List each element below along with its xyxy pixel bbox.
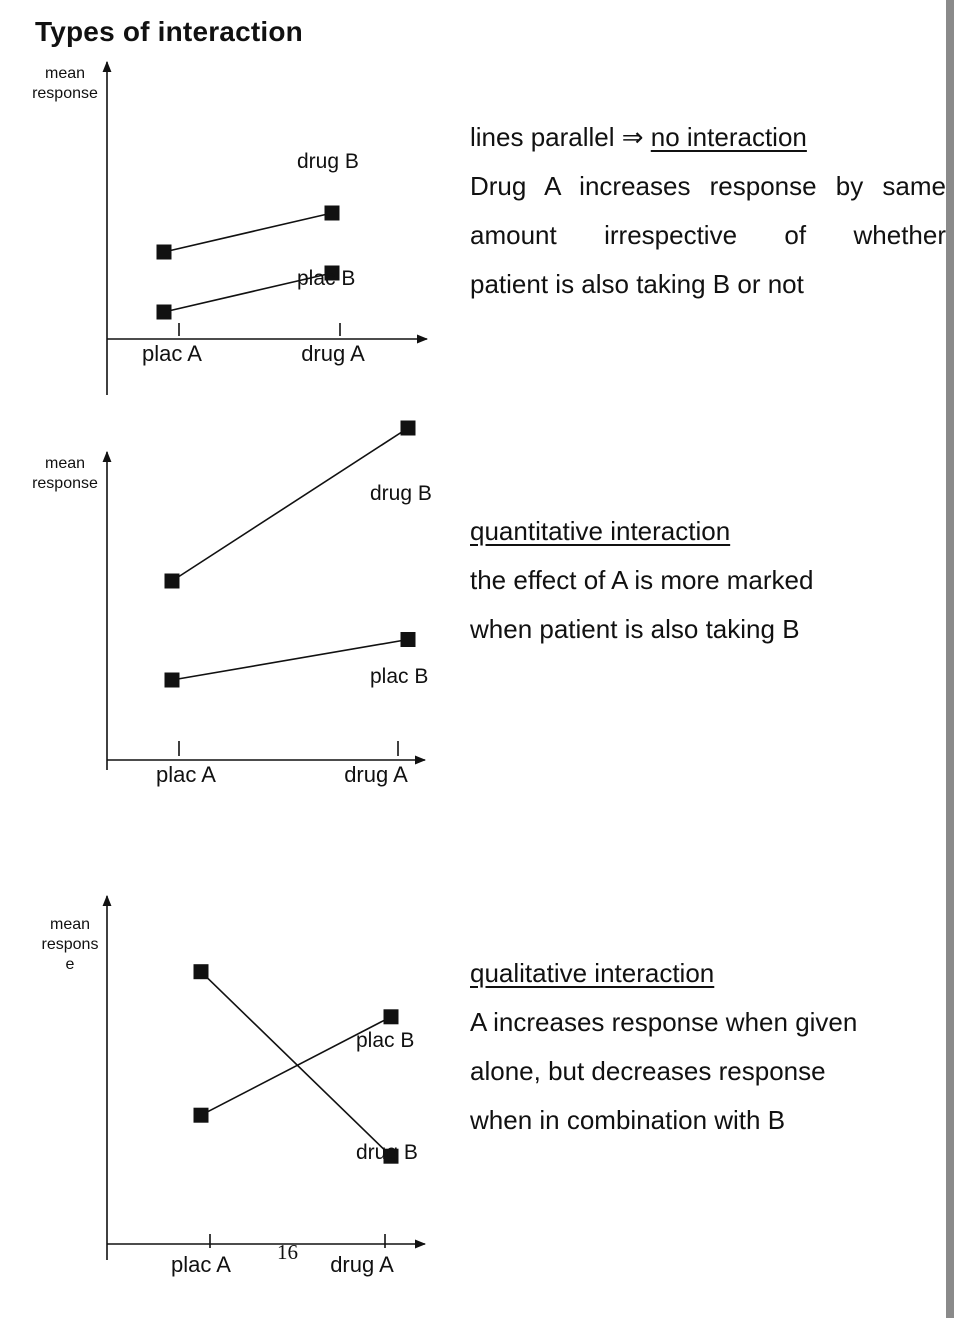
y-axis-label-line2: response: [32, 475, 98, 492]
heading-qualitative-interaction: qualitative interaction: [470, 958, 715, 988]
interaction-plot-no-interaction: mean response plac A drug A drug B plac …: [32, 60, 429, 395]
body-line-2: amount irrespective of whether: [470, 220, 946, 250]
series-line-plac-b: [163, 272, 333, 313]
series-line-drug-b: [200, 971, 392, 1157]
point-drug-b-drug-a: [324, 205, 340, 221]
point-plac-b-drug-a: [400, 632, 416, 647]
series-line-drug-b: [163, 212, 333, 253]
y-axis-label-line2: response: [32, 85, 98, 102]
body-line-3: when in combination with B: [470, 1105, 786, 1135]
x-tick-label-plac-a: plac A: [156, 762, 216, 787]
page-edge-bar: [946, 0, 954, 1318]
y-axis-label-line1: mean: [45, 65, 85, 82]
text-block-no-interaction: lines parallel ⇒ no interaction Drug A i…: [470, 113, 946, 309]
series-label-drug-b: drug B: [356, 1141, 418, 1164]
point-drug-b-plac-a: [164, 573, 180, 589]
x-tick-label-plac-a: plac A: [142, 341, 202, 366]
series-label-drug-b: drug B: [297, 150, 359, 173]
page-number: 16: [277, 1240, 298, 1264]
point-plac-b-drug-a: [383, 1009, 399, 1025]
series-label-plac-b: plac B: [297, 267, 355, 290]
heading-quantitative-interaction: quantitative interaction: [470, 516, 731, 546]
point-drug-b-plac-a: [193, 964, 209, 980]
x-tick-label-drug-a: drug A: [330, 1252, 394, 1277]
interaction-plot-quantitative: mean response plac A drug A drug B plac …: [32, 420, 432, 787]
point-plac-b-plac-a: [193, 1107, 209, 1123]
page-title: Types of interaction: [35, 16, 303, 47]
body-line-1: Drug A increases response by same: [470, 171, 946, 201]
heading-prefix: lines parallel ⇒: [470, 122, 651, 152]
point-drug-b-drug-a: [383, 1148, 399, 1164]
y-axis-label-line1: mean: [45, 455, 85, 472]
heading-no-interaction: no interaction: [650, 122, 807, 152]
point-plac-b-plac-a: [156, 304, 172, 320]
x-tick-label-drug-a: drug A: [301, 341, 365, 366]
series-line-drug-b: [171, 427, 409, 582]
y-axis-label-line2: respons: [42, 936, 99, 953]
series-line-plac-b: [200, 1016, 392, 1116]
series-label-drug-b: drug B: [370, 482, 432, 505]
interaction-plot-qualitative: mean respons e plac A drug A drug B plac…: [42, 894, 427, 1277]
point-plac-b-drug-a: [324, 265, 340, 281]
series-label-plac-b: plac B: [356, 1029, 414, 1052]
y-axis-label-line1: mean: [50, 916, 90, 933]
point-plac-b-plac-a: [164, 672, 180, 688]
text-block-qualitative: qualitative interaction A increases resp…: [470, 949, 946, 1145]
body-line-2: when patient is also taking B: [470, 614, 800, 644]
x-tick-label-plac-a: plac A: [171, 1252, 231, 1277]
body-line-1: the effect of A is more marked: [470, 565, 814, 595]
heading-line: lines parallel ⇒ no interaction: [470, 113, 946, 162]
body-line-2: alone, but decreases response: [470, 1056, 826, 1086]
body-line-1: A increases response when given: [470, 1007, 858, 1037]
body-line-3: patient is also taking B or not: [470, 269, 804, 299]
x-tick-label-drug-a: drug A: [344, 762, 408, 787]
y-axis-label-line3: e: [66, 956, 75, 973]
point-drug-b-drug-a: [400, 420, 416, 436]
text-block-quantitative: quantitative interaction the effect of A…: [470, 507, 946, 654]
series-label-plac-b: plac B: [370, 665, 428, 688]
point-drug-b-plac-a: [156, 244, 172, 260]
series-line-plac-b: [171, 638, 409, 681]
